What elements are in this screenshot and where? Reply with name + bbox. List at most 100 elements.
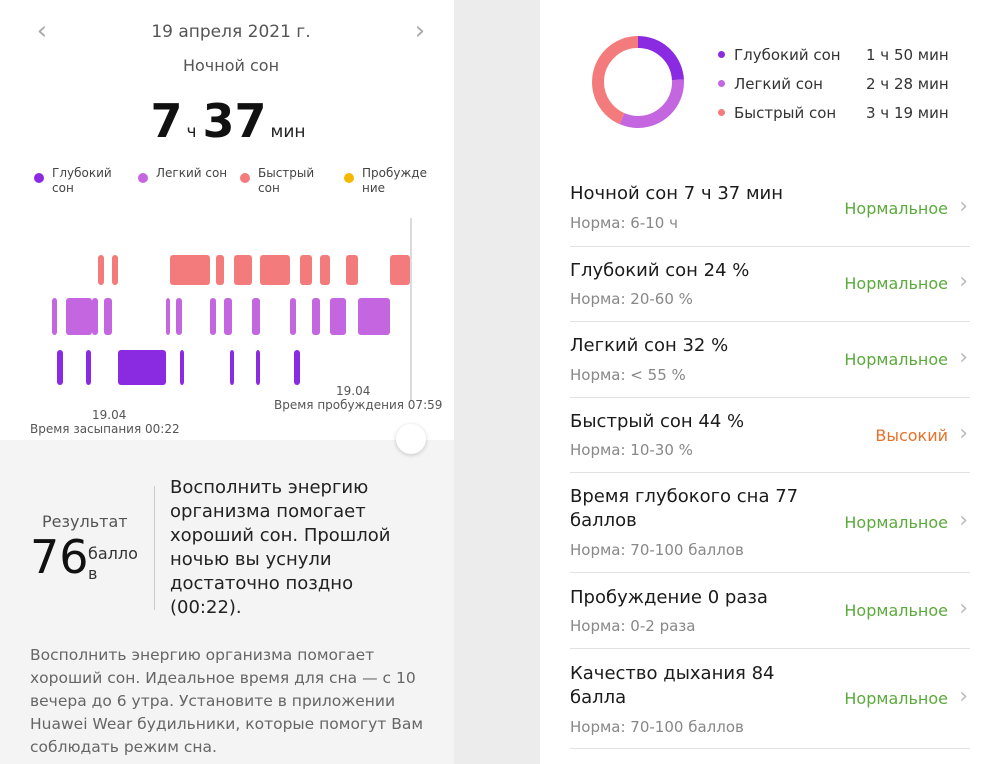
deep-sleep-segment: [57, 350, 63, 385]
metric-norm: Норма: 6-10 ч: [570, 214, 678, 232]
divider: [154, 486, 155, 610]
legend-label: Пробужде ние: [362, 166, 427, 195]
rem-sleep-dot-icon: [718, 109, 725, 116]
sleep-start-date: 19.04: [92, 408, 127, 422]
deep-sleep-segment: [230, 350, 234, 385]
wake-date: 19.04: [336, 384, 371, 398]
sleep-advice: Восполнить энергию организма помогает хо…: [30, 646, 424, 756]
light-sleep-segment: [52, 298, 57, 335]
donut-slice-2: [592, 36, 684, 128]
phase-value: 2 ч 28 мин: [866, 75, 949, 93]
rem-sleep-segment: [170, 255, 210, 285]
chevron-right-icon: ›: [959, 508, 968, 533]
chevron-right-icon: ›: [959, 684, 968, 709]
light-sleep-segment: [166, 298, 170, 335]
awake-dot-icon: [344, 173, 354, 183]
phase-name: Легкий сон: [734, 75, 823, 93]
metric-norm: Норма: 20-60 %: [570, 290, 693, 308]
metric-name: Пробуждение 0 раза: [570, 587, 768, 608]
metric-status: Нормальное: [844, 601, 948, 620]
light-sleep-segment: [290, 298, 296, 335]
timeline-scrub-handle[interactable]: [396, 424, 426, 454]
chevron-right-icon: ›: [959, 596, 968, 621]
metric-norm: Норма: 70-100 баллов: [570, 541, 744, 559]
light-sleep-segment: [92, 298, 98, 335]
metric-row-deep-sleep-score[interactable]: Время глубокого сна 77 баллов Норма: 70-…: [570, 472, 970, 573]
sleep-phase-donut-chart: [592, 36, 684, 128]
duration-hours-unit: ч: [186, 122, 197, 142]
next-day-chevron-right-icon[interactable]: ›: [414, 16, 426, 46]
duration-minutes: 37: [202, 94, 267, 148]
metric-norm: Норма: 70-100 баллов: [570, 718, 744, 736]
metric-status: Нормальное: [844, 513, 948, 532]
phase-value: 3 ч 19 мин: [866, 104, 949, 122]
light-sleep-segment: [66, 298, 92, 335]
phase-name: Быстрый сон: [734, 104, 837, 122]
sleep-chart-card: [0, 0, 454, 440]
light-sleep-segment: [358, 298, 390, 335]
rem-sleep-segment: [260, 255, 290, 285]
metric-row-night-sleep[interactable]: Ночной сон 7 ч 37 мин Норма: 6-10 ч Норм…: [570, 170, 970, 247]
light-sleep-segment: [210, 298, 216, 335]
light-sleep-dot-icon: [138, 173, 148, 183]
metric-norm: Норма: 10-30 %: [570, 441, 693, 459]
rem-sleep-segment: [98, 255, 104, 285]
metric-name: Время глубокого сна 77 баллов: [570, 486, 799, 531]
legend-label: Быстрый сон: [258, 166, 315, 195]
rem-sleep-segment: [320, 255, 330, 285]
metric-name: Глубокий сон 24 %: [570, 260, 750, 281]
rem-sleep-segment: [112, 255, 118, 285]
light-sleep-segment: [104, 298, 112, 335]
score-summary: Восполнить энергию организма помогает хо…: [170, 477, 391, 618]
duration-hours: 7: [150, 94, 183, 148]
metric-status: Высокий: [875, 426, 948, 445]
wake-time: Время пробуждения 07:59: [274, 398, 443, 412]
rem-sleep-segment: [234, 255, 252, 285]
light-sleep-segment: [176, 298, 182, 335]
rem-sleep-segment: [216, 255, 224, 285]
sleep-duration: 7 ч 37 мин: [0, 94, 462, 148]
chevron-right-icon: ›: [959, 421, 968, 446]
sleep-date: 19 апреля 2021 г.: [151, 22, 311, 42]
rem-sleep-segment: [346, 255, 358, 285]
deep-sleep-segment: [256, 350, 260, 385]
chevron-right-icon: ›: [959, 269, 968, 294]
legend-awake: Пробужде ние: [344, 166, 428, 196]
deep-sleep-segment: [118, 350, 166, 385]
donut-slice-1: [592, 36, 684, 128]
deep-sleep-segment: [294, 350, 300, 385]
legend-deep-sleep: Глубокий сон: [34, 166, 122, 196]
metric-status: Нормальное: [844, 274, 948, 293]
score-value: 76: [30, 530, 89, 584]
light-sleep-segment: [224, 298, 232, 335]
phase-name: Глубокий сон: [734, 46, 841, 64]
metric-row-wakeups[interactable]: Пробуждение 0 раза Норма: 0-2 раза Норма…: [570, 572, 970, 649]
duration-minutes-unit: мин: [270, 122, 306, 142]
light-sleep-segment: [312, 298, 320, 335]
metric-name: Качество дыхания 84 балла: [570, 663, 775, 708]
metric-name: Ночной сон 7 ч 37 мин: [570, 183, 783, 204]
metric-status: Нормальное: [844, 689, 948, 708]
deep-sleep-segment: [180, 350, 184, 385]
phase-value: 1 ч 50 мин: [866, 46, 949, 64]
metric-row-deep-sleep[interactable]: Глубокий сон 24 % Норма: 20-60 % Нормаль…: [570, 246, 970, 322]
legend-label: Глубокий сон: [52, 166, 112, 195]
metric-row-light-sleep[interactable]: Легкий сон 32 % Норма: < 55 % Нормальное…: [570, 321, 970, 398]
light-sleep-segment: [330, 298, 346, 335]
metric-row-rem-sleep[interactable]: Быстрый сон 44 % Норма: 10-30 % Высокий …: [570, 397, 970, 473]
metric-norm: Норма: < 55 %: [570, 366, 686, 384]
light-sleep-segment: [252, 298, 260, 335]
metric-name: Легкий сон 32 %: [570, 335, 729, 356]
rem-sleep-dot-icon: [240, 173, 250, 183]
chevron-right-icon: ›: [959, 194, 968, 219]
previous-day-chevron-left-icon[interactable]: ‹: [36, 16, 48, 46]
sleep-stats-panel: [540, 0, 1000, 764]
sleep-hypnogram-chart: [52, 218, 412, 400]
score-unit: балло в: [88, 544, 138, 583]
metric-norm: Норма: 0-2 раза: [570, 617, 696, 635]
chevron-right-icon: ›: [959, 345, 968, 370]
light-sleep-dot-icon: [718, 80, 725, 87]
metric-row-breathing-quality[interactable]: Качество дыхания 84 балла Норма: 70-100 …: [570, 648, 970, 749]
metric-status: Нормальное: [844, 199, 948, 218]
sleep-start-time: Время засыпания 00:22: [30, 422, 180, 436]
